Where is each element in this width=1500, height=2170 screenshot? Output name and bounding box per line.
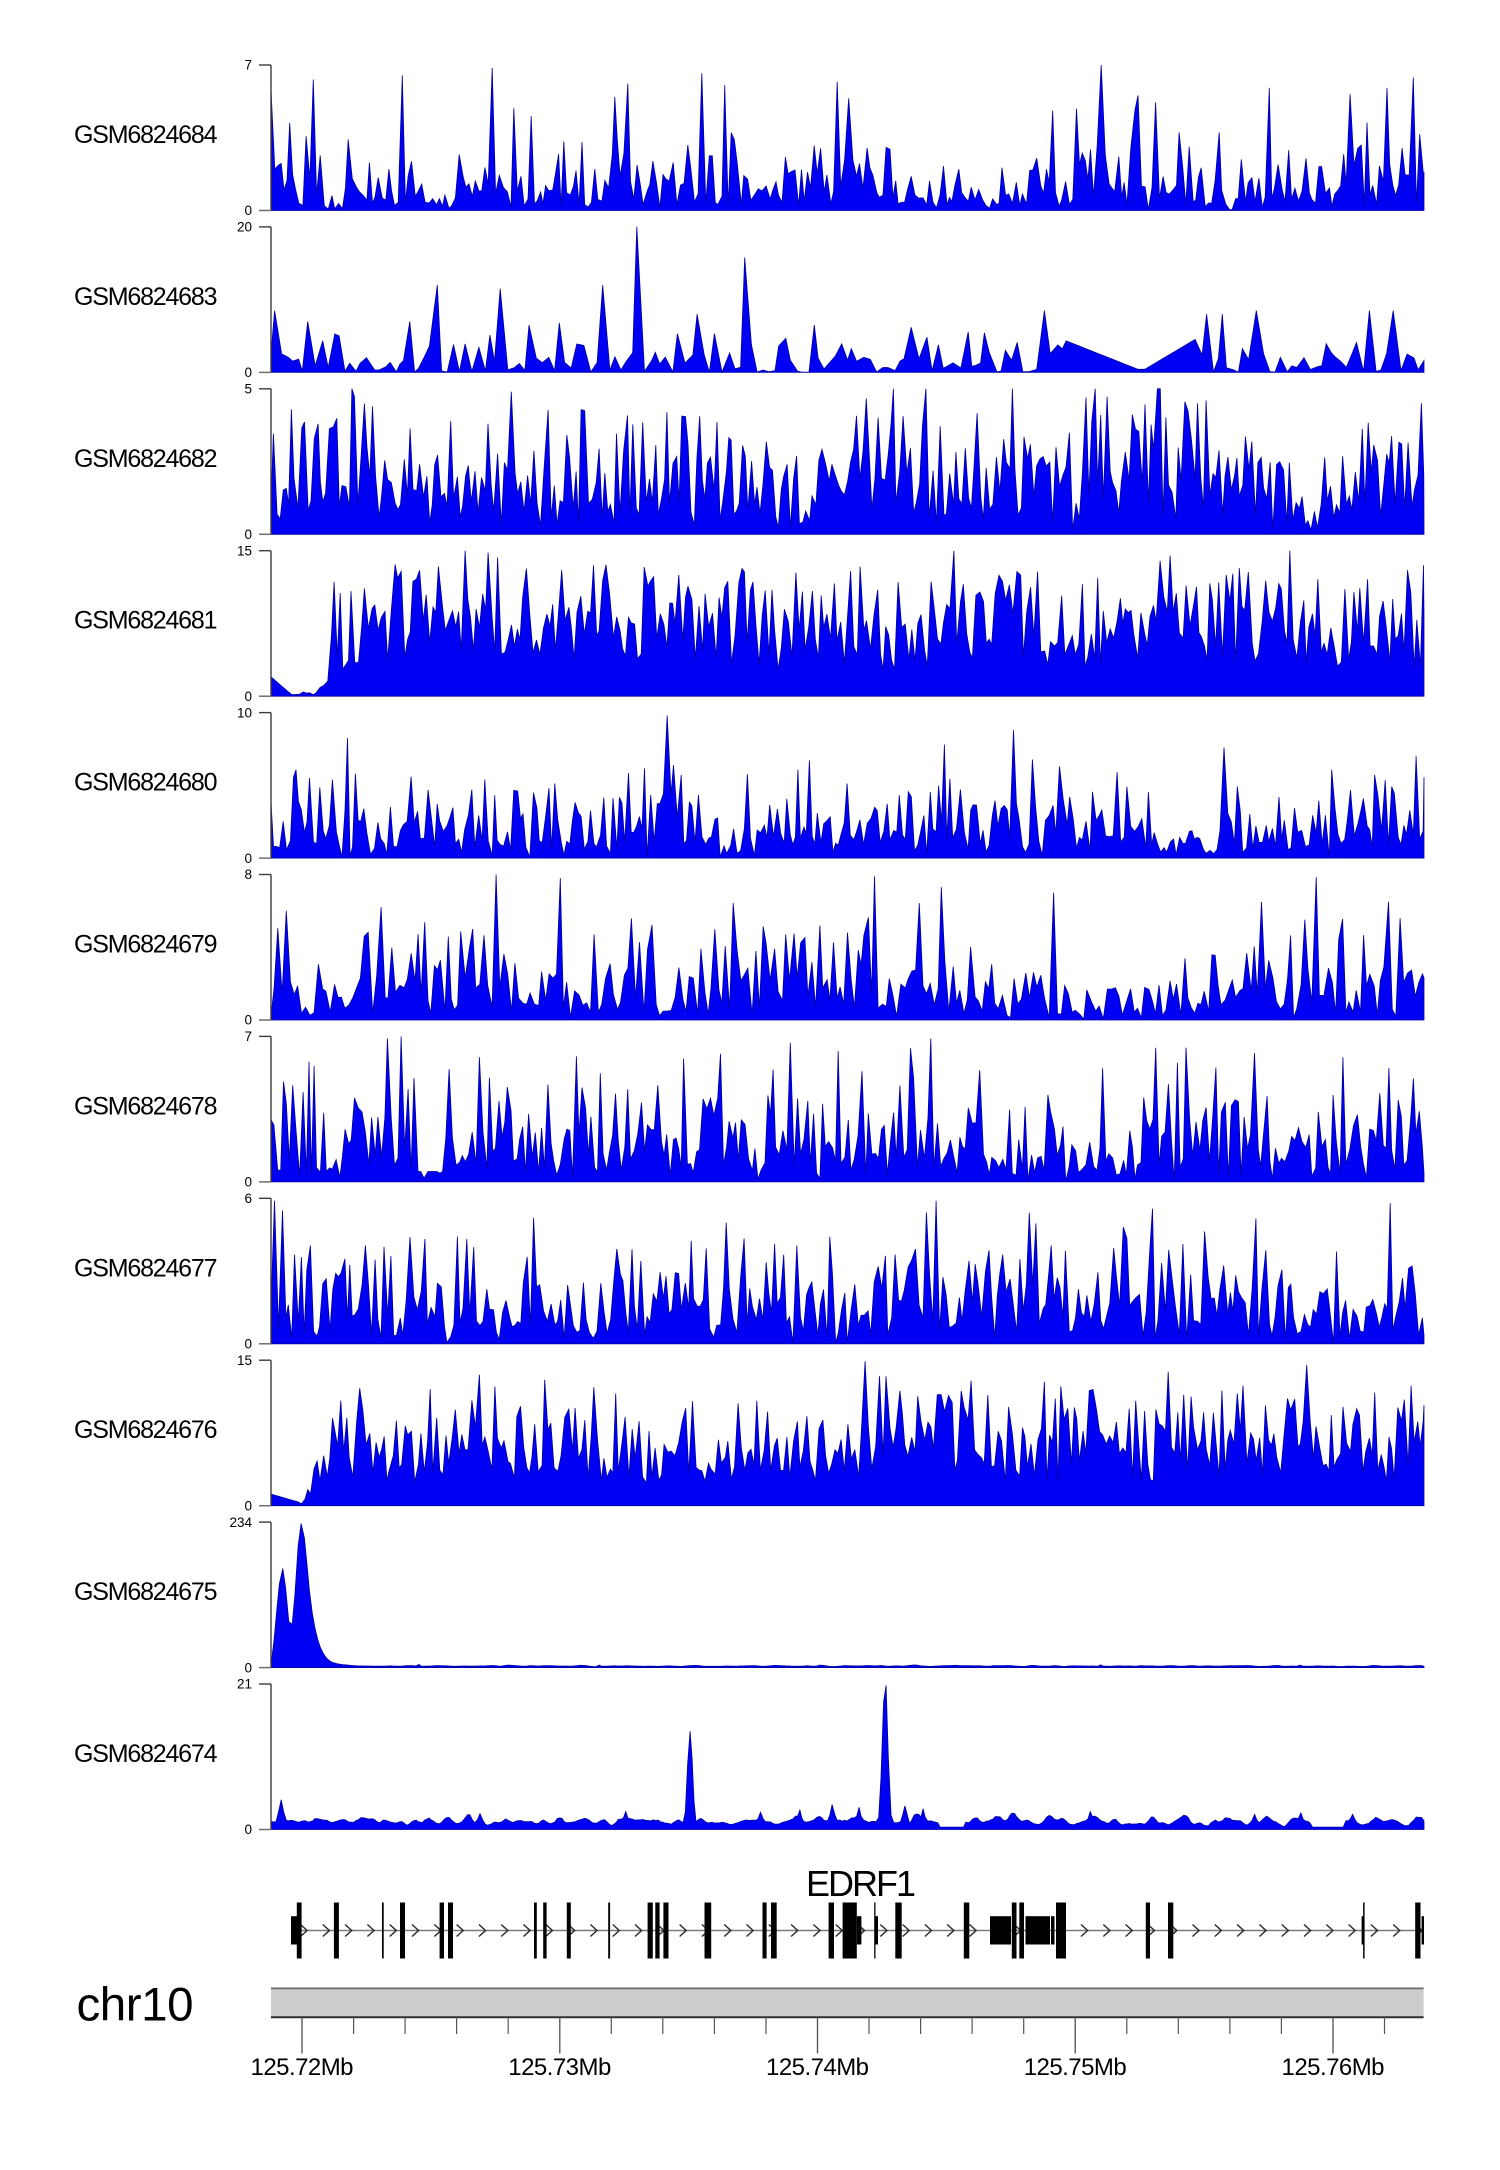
svg-text:20: 20 [237,220,252,235]
svg-text:chr10: chr10 [77,1979,194,2032]
svg-text:0: 0 [244,365,252,380]
svg-text:234: 234 [229,1515,252,1530]
svg-text:GSM6824676: GSM6824676 [74,1416,218,1444]
svg-text:EDRF1: EDRF1 [806,1863,916,1904]
svg-text:0: 0 [244,1660,252,1675]
svg-text:GSM6824674: GSM6824674 [74,1740,218,1768]
svg-text:GSM6824680: GSM6824680 [74,769,218,797]
svg-text:GSM6824682: GSM6824682 [74,445,218,473]
svg-text:125.74Mb: 125.74Mb [766,2054,869,2081]
svg-text:0: 0 [244,851,252,866]
svg-text:0: 0 [244,1337,252,1352]
svg-text:10: 10 [237,705,252,720]
svg-text:7: 7 [244,58,252,73]
svg-text:5: 5 [244,382,252,397]
svg-text:125.73Mb: 125.73Mb [508,2054,611,2081]
svg-text:0: 0 [244,1013,252,1028]
svg-text:125.75Mb: 125.75Mb [1024,2054,1127,2081]
svg-text:15: 15 [237,543,252,558]
svg-text:0: 0 [244,1822,252,1837]
svg-text:GSM6824683: GSM6824683 [74,283,218,311]
svg-text:0: 0 [244,689,252,704]
svg-text:GSM6824675: GSM6824675 [74,1578,218,1606]
svg-text:125.72Mb: 125.72Mb [251,2054,354,2081]
svg-text:GSM6824677: GSM6824677 [74,1254,218,1282]
svg-text:0: 0 [244,203,252,218]
svg-text:8: 8 [244,867,252,882]
svg-text:21: 21 [237,1677,252,1692]
svg-text:0: 0 [244,1498,252,1513]
svg-text:0: 0 [244,1175,252,1190]
svg-text:6: 6 [244,1191,252,1206]
svg-text:GSM6824684: GSM6824684 [74,121,218,149]
svg-text:125.76Mb: 125.76Mb [1282,2054,1385,2081]
svg-text:15: 15 [237,1353,252,1368]
svg-text:GSM6824678: GSM6824678 [74,1092,218,1120]
svg-text:7: 7 [244,1029,252,1044]
svg-text:GSM6824679: GSM6824679 [74,931,218,959]
svg-text:GSM6824681: GSM6824681 [74,607,218,635]
svg-text:0: 0 [244,527,252,542]
